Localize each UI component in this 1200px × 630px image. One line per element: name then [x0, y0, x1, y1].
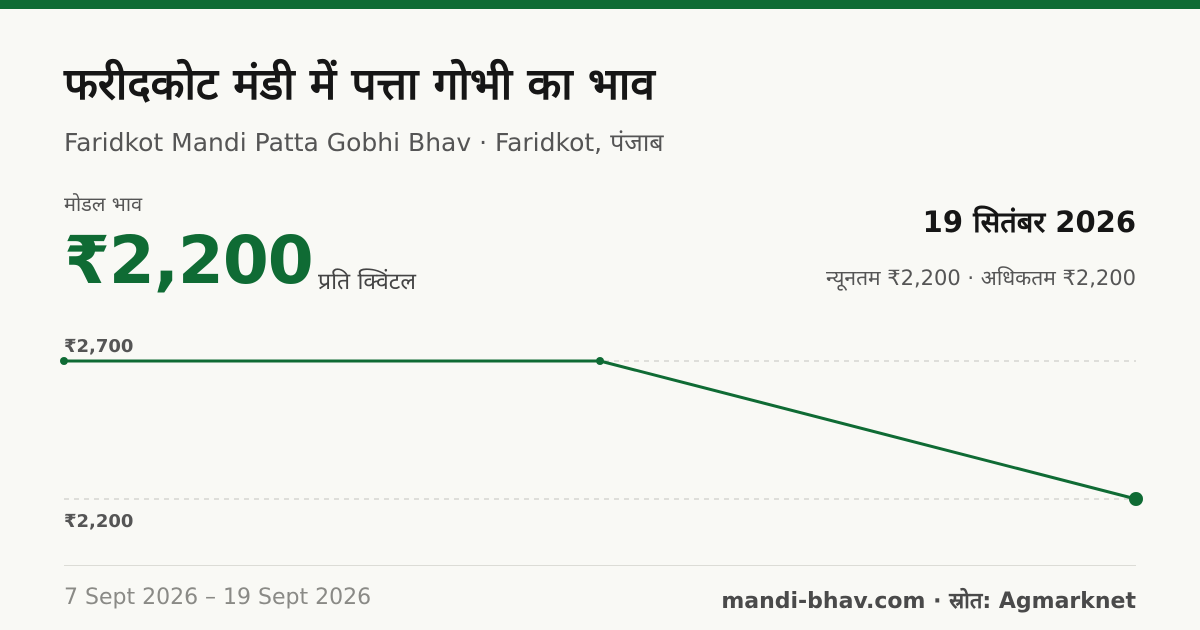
latest-data-point — [1129, 492, 1143, 506]
modal-price-value: ₹2,200 — [64, 222, 314, 299]
data-point — [596, 357, 604, 365]
price-date: 19 सितंबर 2026 — [922, 205, 1136, 239]
page-title: फरीदकोट मंडी में पत्ता गोभी का भाव — [64, 59, 655, 110]
min-max-price: न्यूनतम ₹2,200 · अधिकतम ₹2,200 — [826, 266, 1136, 290]
footer-divider — [64, 565, 1136, 566]
modal-price-label: मोडल भाव — [64, 192, 143, 216]
date-range: 7 Sept 2026 – 19 Sept 2026 — [64, 585, 372, 610]
y-tick-label-min: ₹2,200 — [64, 511, 133, 532]
data-point — [60, 357, 68, 365]
page-subtitle: Faridkot Mandi Patta Gobhi Bhav · Faridk… — [64, 128, 664, 157]
series-line — [62, 359, 1138, 501]
source-credit: mandi-bhav.com · स्रोत: Agmarknet — [721, 589, 1136, 614]
price-unit: प्रति क्विंटल — [318, 269, 416, 295]
y-tick-label-max: ₹2,700 — [64, 336, 133, 357]
top-accent-bar — [0, 0, 1200, 9]
